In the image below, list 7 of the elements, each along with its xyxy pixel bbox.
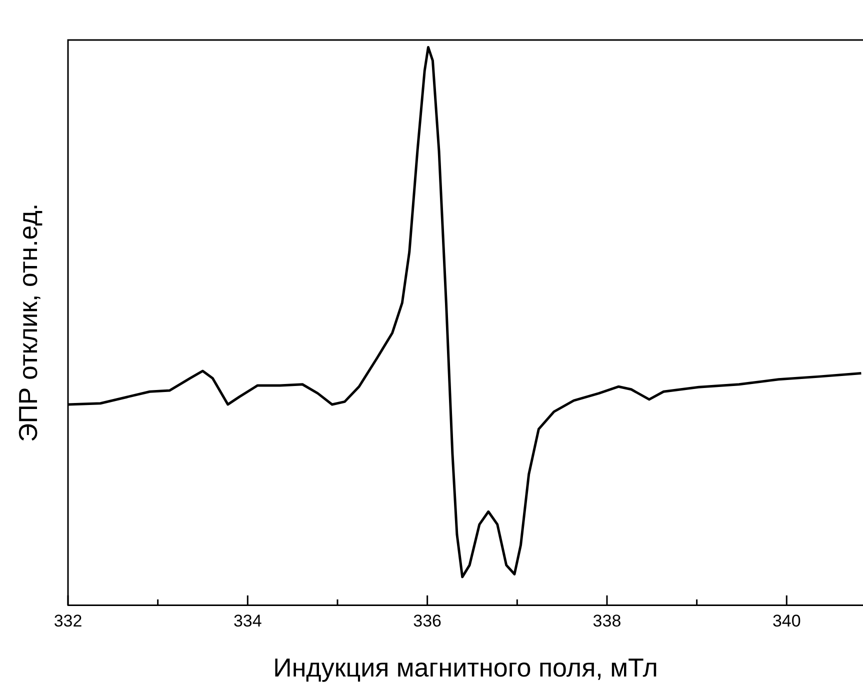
x-tick-label: 338: [592, 611, 622, 630]
y-axis-title: ЭПР отклик, отн.ед.: [13, 203, 44, 442]
x-axis-title: Индукция магнитного поля, мТл: [273, 652, 658, 683]
x-tick-label: 340: [772, 611, 801, 630]
x-tick-label: 332: [54, 611, 82, 630]
x-tick-label: 336: [413, 611, 442, 630]
x-tick-label: 334: [233, 611, 262, 630]
